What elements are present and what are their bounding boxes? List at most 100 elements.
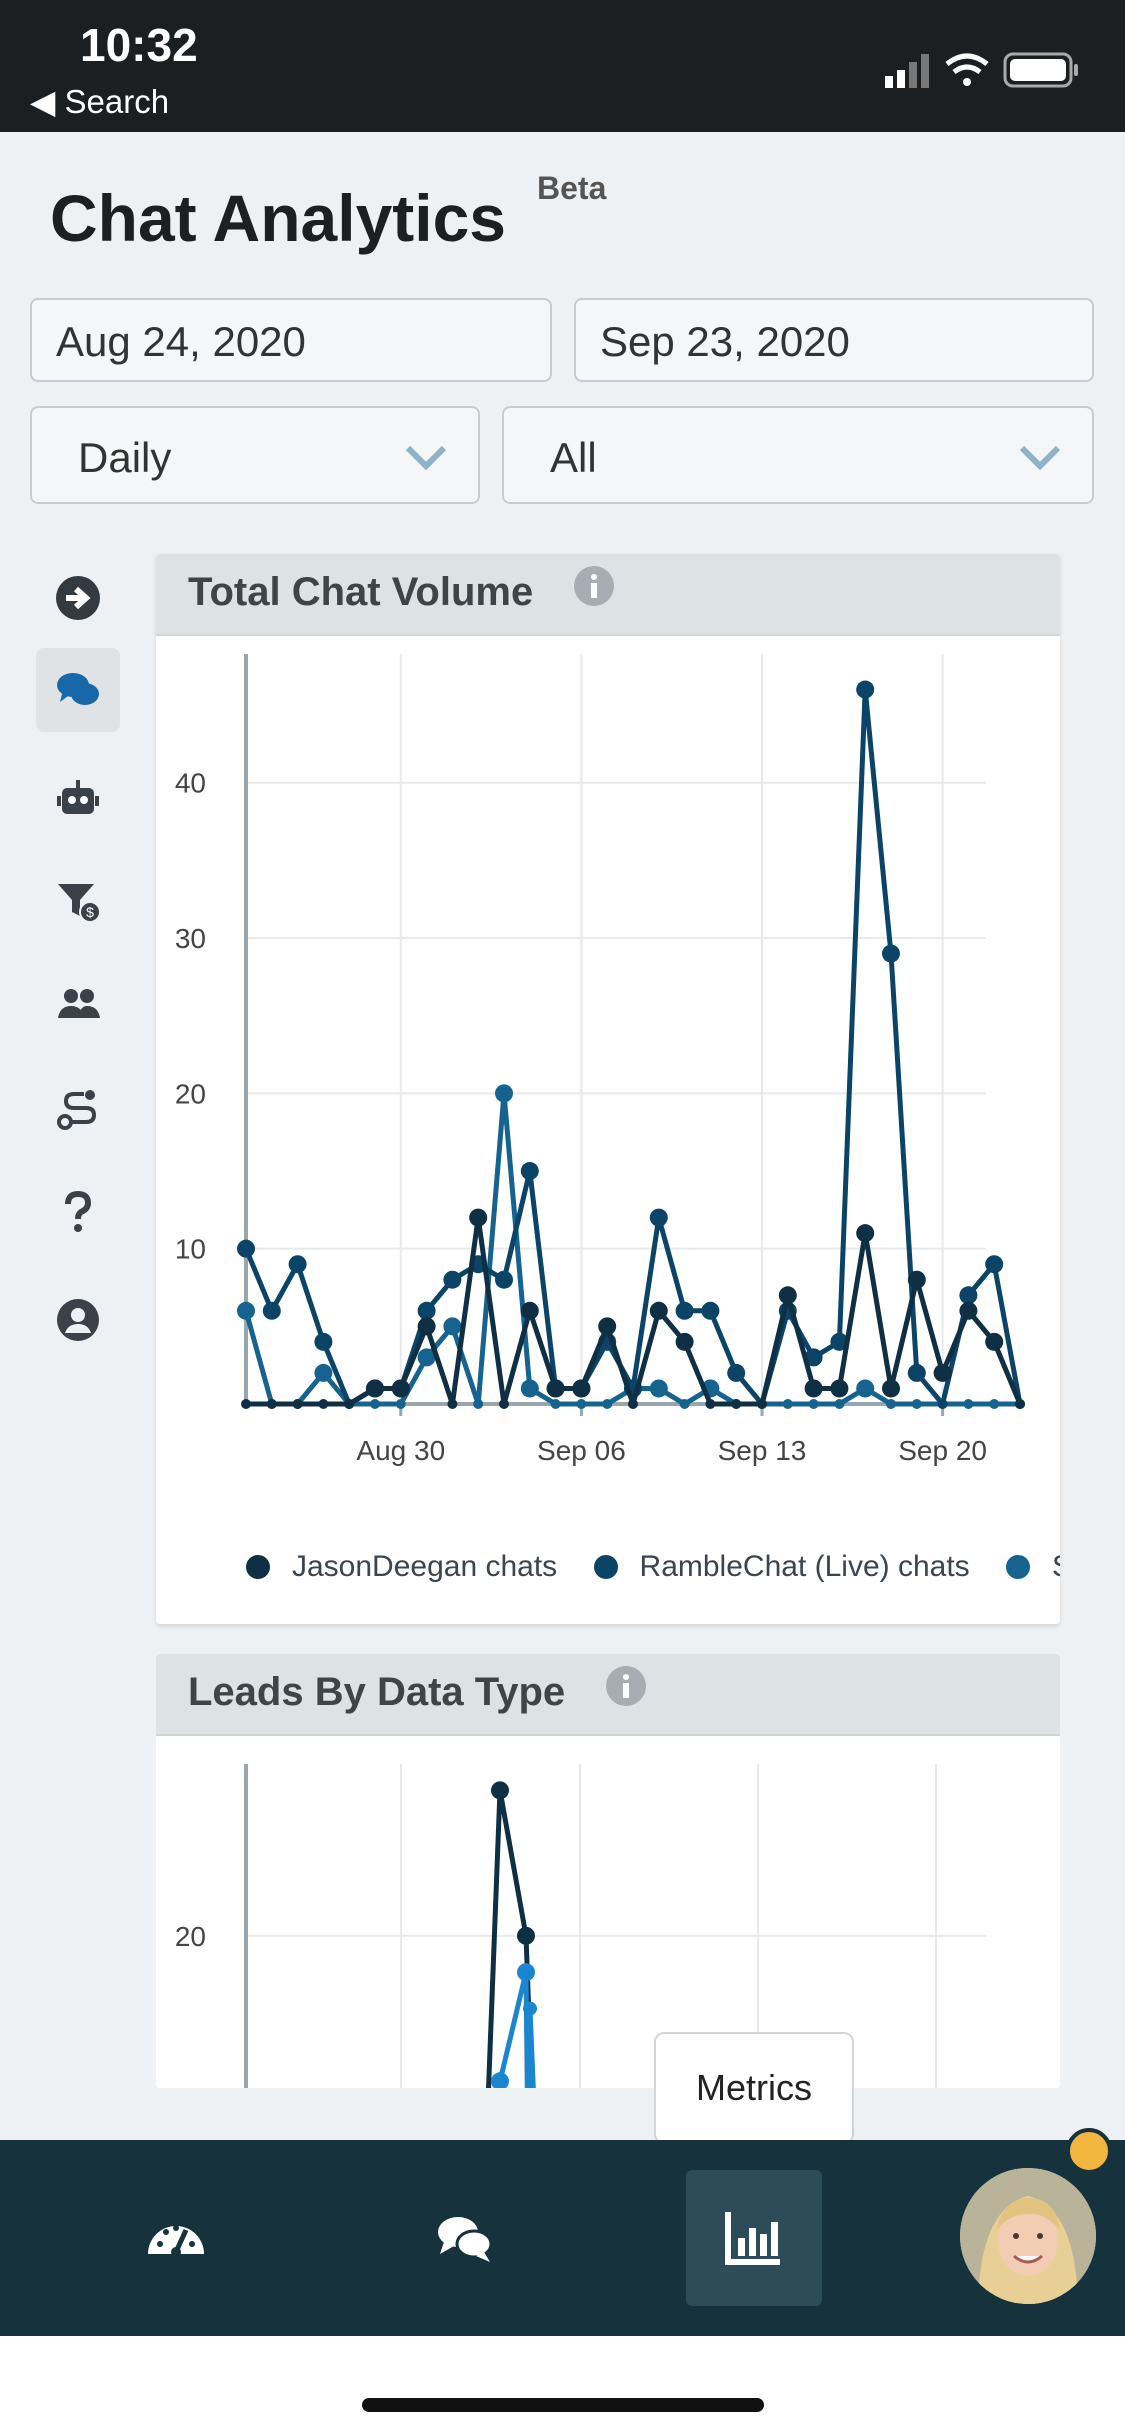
- status-icons: [885, 52, 1078, 88]
- x-tick-label: Sep 13: [718, 1435, 807, 1466]
- info-icon[interactable]: [574, 566, 614, 606]
- legend-dot: [246, 1555, 270, 1579]
- legend-item[interactable]: RambleChat (Live) chats: [593, 1550, 970, 1584]
- data-point: [628, 1399, 638, 1409]
- rail-item-help[interactable]: [36, 1170, 120, 1254]
- data-point: [882, 1379, 900, 1398]
- data-point: [985, 1255, 1004, 1274]
- data-point: [778, 1286, 797, 1305]
- bar-chart-icon: [725, 2212, 780, 2265]
- back-to-search-link[interactable]: ◀ Search: [30, 83, 170, 120]
- data-point: [675, 1332, 694, 1351]
- interval-select-value: Daily: [78, 434, 172, 481]
- x-tick-label: Sep 20: [898, 1435, 987, 1466]
- status-time: 10:32: [80, 19, 198, 71]
- rail-item-exit[interactable]: [36, 556, 120, 640]
- leads-title: Leads By Data Type: [188, 1670, 566, 1714]
- data-point: [520, 1301, 539, 1320]
- data-point: [495, 1084, 513, 1103]
- data-point: [395, 1399, 406, 1409]
- start-date-field[interactable]: Aug 24, 2020: [30, 298, 552, 382]
- data-point: [989, 1399, 1000, 1409]
- data-point: [523, 2001, 537, 2016]
- data-point: [546, 1379, 565, 1398]
- data-point: [366, 1379, 384, 1398]
- battery-icon: [1003, 52, 1078, 88]
- info-icon[interactable]: [606, 1666, 646, 1706]
- data-point: [804, 1348, 823, 1367]
- data-point: [882, 944, 900, 963]
- data-point: [602, 1399, 613, 1409]
- chevron-down-icon: [405, 445, 447, 471]
- data-point: [391, 1379, 410, 1398]
- beta-badge: Beta: [537, 170, 607, 206]
- data-point: [520, 1162, 539, 1181]
- legend-label: RambleChat (Live) chats: [639, 1550, 970, 1583]
- data-point: [907, 1363, 926, 1382]
- chat-bubbles-icon: [57, 673, 99, 705]
- data-point: [499, 1399, 509, 1409]
- funnel-dollar-icon: $: [58, 884, 100, 923]
- data-point: [417, 1348, 436, 1367]
- data-point: [370, 1399, 380, 1409]
- rail-item-profile[interactable]: [36, 1278, 120, 1362]
- x-tick-label: Aug 30: [356, 1435, 445, 1466]
- bottom-nav: [0, 2128, 1125, 2336]
- data-point: [856, 680, 875, 699]
- data-point: [237, 1239, 255, 1258]
- data-point: [417, 1317, 436, 1336]
- y-tick-label: 10: [175, 1234, 206, 1265]
- data-point: [649, 1208, 668, 1227]
- data-point: [517, 1963, 535, 1982]
- data-point: [933, 1363, 952, 1382]
- data-point: [727, 1363, 746, 1382]
- y-tick-label: 20: [175, 1921, 206, 1952]
- nav-chats-button[interactable]: [396, 2170, 532, 2306]
- rail-item-routing[interactable]: [36, 1068, 120, 1152]
- user-avatar[interactable]: [960, 2168, 1096, 2304]
- wifi-icon: [945, 53, 989, 86]
- data-point: [241, 1399, 251, 1409]
- chat-volume-legend: JasonDeegan chats RambleChat (Live) chat…: [246, 1550, 1060, 1587]
- data-point: [886, 1399, 896, 1409]
- end-date-field[interactable]: Sep 23, 2020: [574, 298, 1094, 382]
- rail-item-sales-funnel[interactable]: $: [36, 860, 120, 944]
- data-point: [705, 1399, 716, 1409]
- rail-item-bots[interactable]: [36, 756, 120, 840]
- nav-metrics-button[interactable]: [686, 2170, 822, 2306]
- route-icon: [57, 1090, 97, 1130]
- data-point: [675, 1301, 694, 1320]
- data-point: [649, 1301, 668, 1320]
- data-point: [417, 1301, 436, 1320]
- data-point: [598, 1317, 617, 1336]
- legend-dot: [1006, 1555, 1031, 1579]
- data-point: [318, 1399, 329, 1409]
- data-point: [443, 1270, 462, 1289]
- data-point: [520, 1379, 539, 1398]
- cellular-signal-icon: [885, 54, 929, 88]
- legend-item[interactable]: So: [1006, 1550, 1060, 1584]
- arrow-right-circle-icon: [56, 576, 100, 620]
- data-point: [447, 1399, 458, 1409]
- data-point: [804, 1379, 823, 1398]
- data-point: [911, 1399, 922, 1409]
- data-point: [262, 1301, 281, 1320]
- legend-item[interactable]: JasonDeegan chats: [246, 1550, 557, 1584]
- data-point: [443, 1317, 462, 1336]
- data-point: [237, 1301, 255, 1320]
- series-line: [497, 1971, 536, 2088]
- data-point: [856, 1379, 875, 1398]
- user-circle-icon: [57, 1299, 99, 1341]
- nav-dashboard-button[interactable]: [108, 2170, 244, 2306]
- scope-select[interactable]: All: [502, 406, 1094, 504]
- data-point: [834, 1399, 845, 1409]
- data-point: [808, 1399, 819, 1409]
- interval-select[interactable]: Daily: [30, 406, 480, 504]
- data-point: [757, 1399, 767, 1409]
- data-point: [288, 1255, 307, 1274]
- y-tick-label: 30: [175, 923, 206, 954]
- rail-item-users[interactable]: [36, 962, 120, 1046]
- data-point: [576, 1399, 587, 1409]
- scope-select-value: All: [550, 434, 597, 481]
- rail-item-chats[interactable]: [36, 648, 120, 732]
